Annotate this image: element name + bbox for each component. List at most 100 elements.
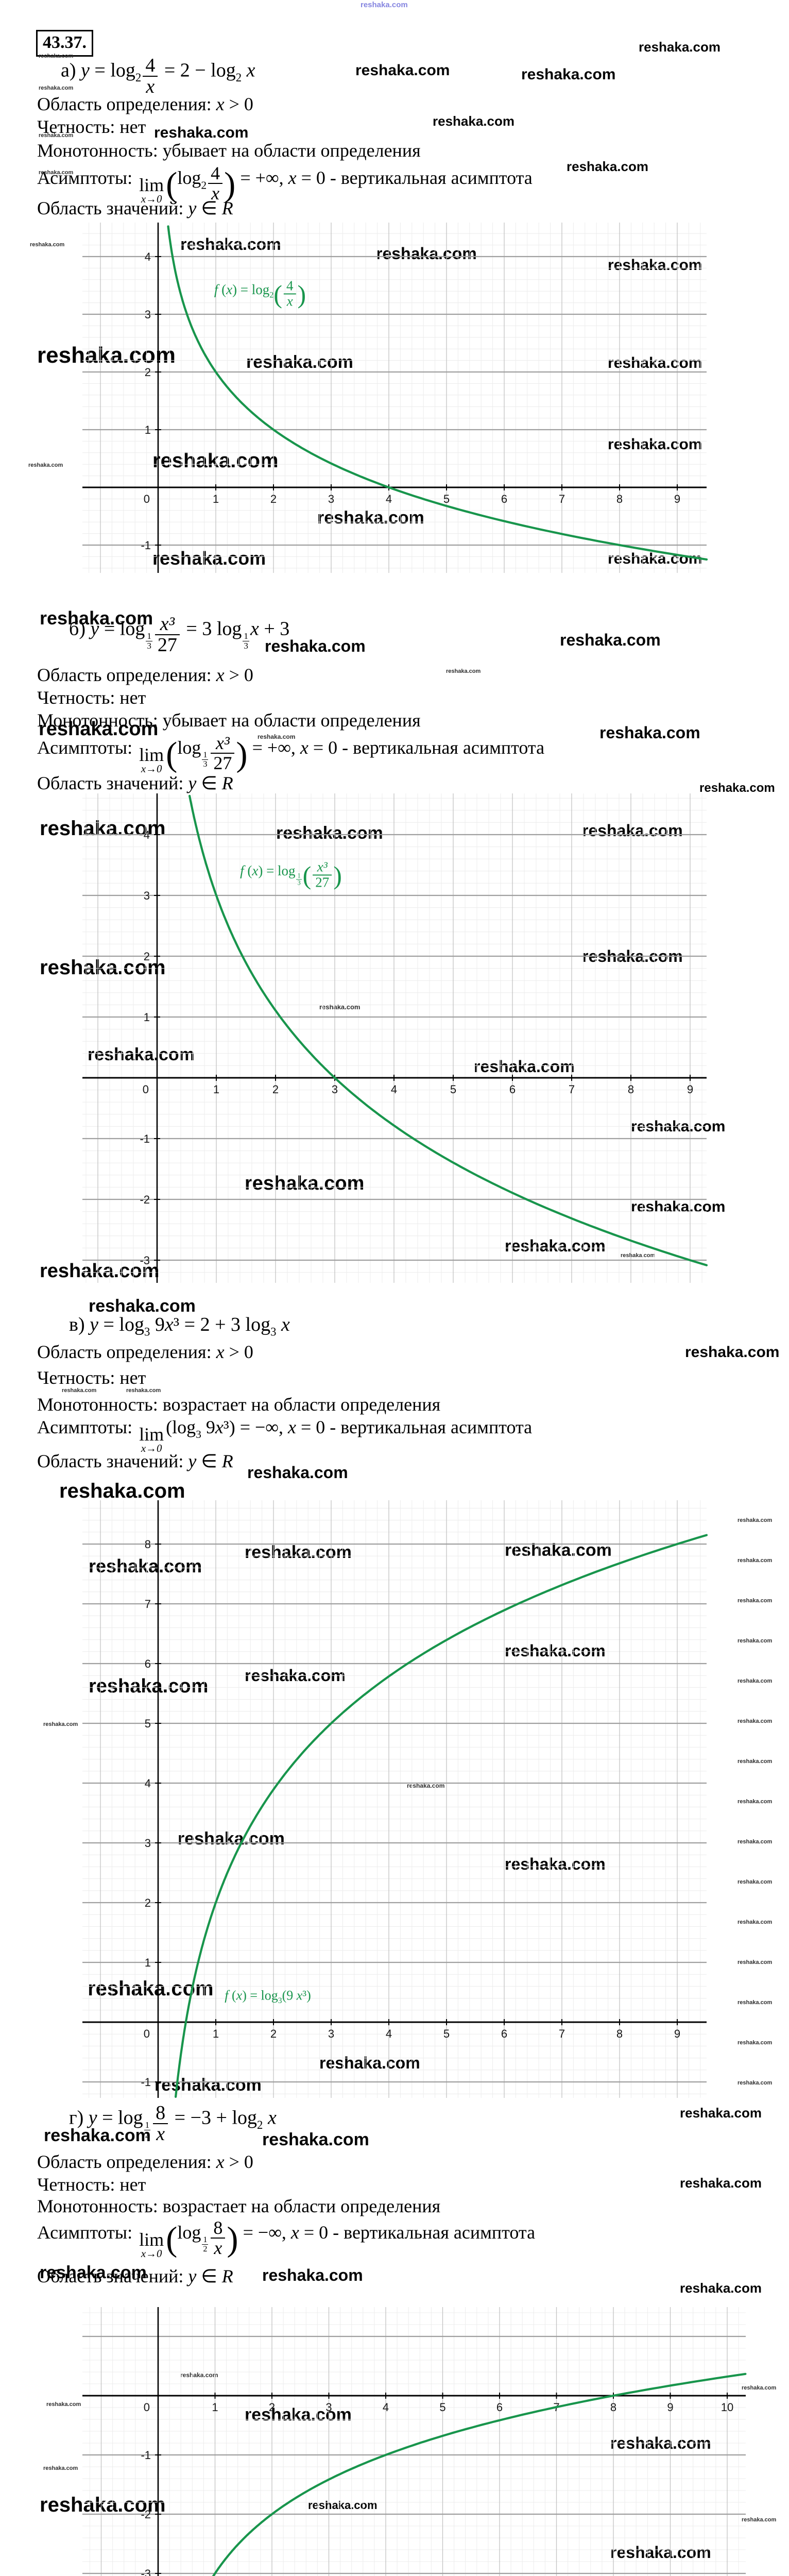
x-tick-label: 3: [328, 2027, 334, 2040]
watermark: reshaka.com: [89, 1555, 202, 1577]
math-token: ) = log: [232, 281, 270, 297]
y-tick-label: 1: [145, 1956, 151, 1969]
math-token: x: [267, 2107, 277, 2129]
watermark: reshaka.com: [737, 1718, 773, 1724]
x-tick-label: 1: [213, 2027, 219, 2040]
math-token: > 0: [224, 1342, 253, 1362]
line-d-asymptotes: Асимптоты: lim x→0 (log 1 2 8 x) = −∞, x = 0 -…: [37, 2218, 535, 2260]
x-tick-label: 3: [328, 493, 334, 505]
math-token: > 0: [224, 665, 253, 685]
math-token: > 0: [224, 94, 253, 114]
math-token: x: [296, 1988, 303, 2003]
math-token: Монотонность: убывает на области определ…: [37, 710, 421, 731]
line-c-parity: Четность: нет: [37, 1368, 146, 1388]
math-token: (: [218, 281, 227, 297]
math-token: (: [166, 2220, 178, 2258]
watermark: reshaka.com: [154, 124, 249, 141]
math-token: x: [236, 1988, 243, 2003]
watermark: reshaka.com: [685, 1344, 780, 1361]
math-token: y: [188, 1451, 197, 1471]
line-d-domain: Область определения: x > 0: [37, 2152, 253, 2172]
line-b-asymptotes: Асимптоты: lim x→0 (log 1 3 x³ 27) = +∞, x = 0…: [37, 734, 544, 775]
math-token: f: [225, 1988, 229, 2003]
x-tick-label: 8: [628, 1083, 634, 1096]
line-c-asymptotes: Асимптоты: lim x→0 (log3 9x³) = −∞, x = 0 …: [37, 1417, 532, 1454]
math-token: [242, 60, 247, 81]
watermark: reshaka.com: [680, 2105, 762, 2121]
math-token: ): [227, 2220, 238, 2258]
y-tick-label: 3: [145, 308, 151, 321]
y-tick-label: -3: [141, 2567, 151, 2576]
watermark: reshaka.com: [39, 53, 74, 59]
major-grid-horizontal: [82, 834, 707, 1261]
math-token: x: [216, 1342, 225, 1362]
math-token: R: [221, 773, 233, 793]
axis-ticks: [155, 1544, 678, 2082]
x-tick-label: 1: [213, 1083, 219, 1096]
watermark: reshaka.com: [152, 449, 279, 472]
x-tick-label: 7: [559, 2027, 565, 2040]
watermark: reshaka.com: [742, 2517, 777, 2523]
watermark: reshaka.com: [39, 85, 74, 91]
math-token: log: [177, 737, 201, 758]
x-tick-label: 4: [386, 493, 392, 505]
curve-label-b: f (x) = log 1 3(x³ 27): [240, 860, 342, 889]
math-token: y: [88, 2107, 97, 2129]
x-tick-label: 6: [501, 2027, 507, 2040]
x-tick-label: 1: [212, 2401, 218, 2414]
math-token: 3: [144, 1325, 150, 1338]
x-tick-label: 5: [443, 493, 450, 505]
x-tick-label: 4: [391, 1083, 397, 1096]
math-token: = 0 - вертикальная асимптота: [308, 737, 545, 758]
line-c-range: Область значений: y ∈ R: [37, 1451, 233, 1471]
math-token: R: [221, 2266, 233, 2286]
math-token: x: [281, 1314, 290, 1335]
math-token: y: [81, 59, 90, 81]
major-grid-vertical: [100, 1500, 678, 2098]
x-tick-label: 5: [443, 2027, 450, 2040]
math-token: = 0 - вертикальная асимптота: [296, 167, 533, 189]
x-tick-label: 5: [450, 1083, 456, 1096]
math-token: ³): [302, 1988, 311, 2003]
line-d-parity: Четность: нет: [37, 2175, 146, 2195]
watermark: reshaka.com: [37, 343, 176, 368]
x-tick-label: 2: [269, 2401, 275, 2414]
math-token: x: [288, 167, 297, 189]
watermark: reshaka.com: [180, 2371, 218, 2379]
y-tick-label: 2: [145, 1896, 151, 1909]
watermark: reshaka.com: [699, 781, 775, 795]
math-token: ∈: [196, 1451, 222, 1471]
watermark: reshaka.com: [40, 607, 153, 629]
watermark: reshaka.com: [737, 2080, 773, 2086]
watermark: reshaka.com: [126, 1387, 161, 1394]
watermark: reshaka.com: [737, 1879, 773, 1885]
watermark: reshaka.com: [46, 2401, 81, 2408]
watermark: reshaka.com: [245, 2405, 352, 2425]
y-tick-label: 3: [144, 889, 150, 902]
math-token: ): [236, 735, 248, 773]
math-token: Область значений:: [37, 2266, 188, 2286]
x-tick-label: 7: [569, 1083, 575, 1096]
y-tick-label: -1: [141, 2449, 151, 2462]
math-token: y: [188, 773, 197, 793]
x-tick-label: 9: [674, 493, 680, 505]
math-token: (: [302, 860, 312, 890]
math-token: 3: [270, 1325, 277, 1338]
math-token: lim x→0: [139, 1423, 164, 1454]
watermark: reshaka.com: [737, 2040, 773, 2046]
math-token: f: [240, 862, 244, 878]
math-token: lim x→0: [139, 2229, 164, 2260]
y-tick-label: -2: [140, 1193, 150, 1206]
y-tick-label: -1: [140, 1132, 150, 1145]
watermark: reshaka.com: [40, 2263, 147, 2282]
x-tick-label: 4: [383, 2401, 389, 2414]
curve-b: [188, 794, 708, 1266]
watermark: reshaka.com: [621, 1252, 656, 1259]
math-token: = log: [97, 2107, 143, 2129]
math-token: 3: [196, 1428, 201, 1441]
major-grid-horizontal: [82, 2335, 746, 2574]
line-d-monotonicity: Монотонность: возрастает на области опре…: [37, 2196, 440, 2216]
